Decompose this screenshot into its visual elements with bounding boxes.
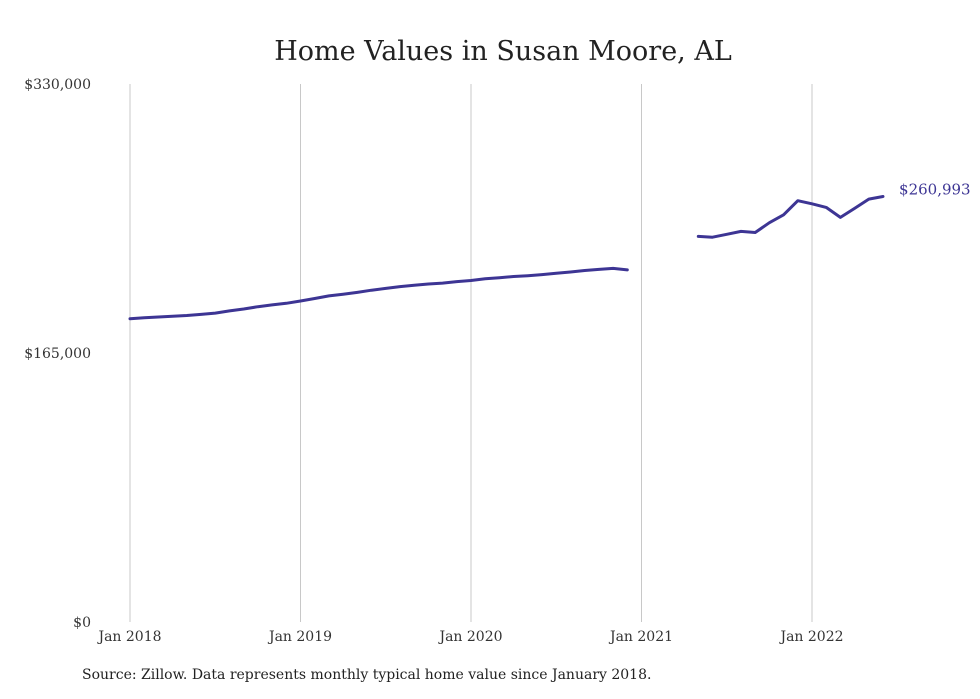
y-tick-label: $330,000 [24,77,91,93]
series-lines [128,195,885,321]
x-tick-label: Jan 2019 [267,629,332,645]
x-tick-label: Jan 2018 [96,629,161,645]
end-value-label: $260,993 [899,181,971,199]
y-tick-label: $0 [73,615,91,631]
y-axis-ticks: $0 $165,000 $330,000 [24,77,91,631]
chart-title: Home Values in Susan Moore, AL [274,36,732,67]
x-tick-label: Jan 2022 [778,629,843,645]
x-tick-label: Jan 2021 [608,629,673,645]
x-axis-ticks: Jan 2018 Jan 2019 Jan 2020 Jan 2021 Jan 2022 [96,629,843,645]
source-note: Source: Zillow. Data represents monthly … [82,667,652,683]
series-line [128,266,629,321]
y-tick-label: $165,000 [24,346,91,362]
x-tick-label: Jan 2020 [437,629,502,645]
grid-lines [129,84,813,622]
series-line [696,195,885,239]
annotations: $260,993 [899,181,971,199]
